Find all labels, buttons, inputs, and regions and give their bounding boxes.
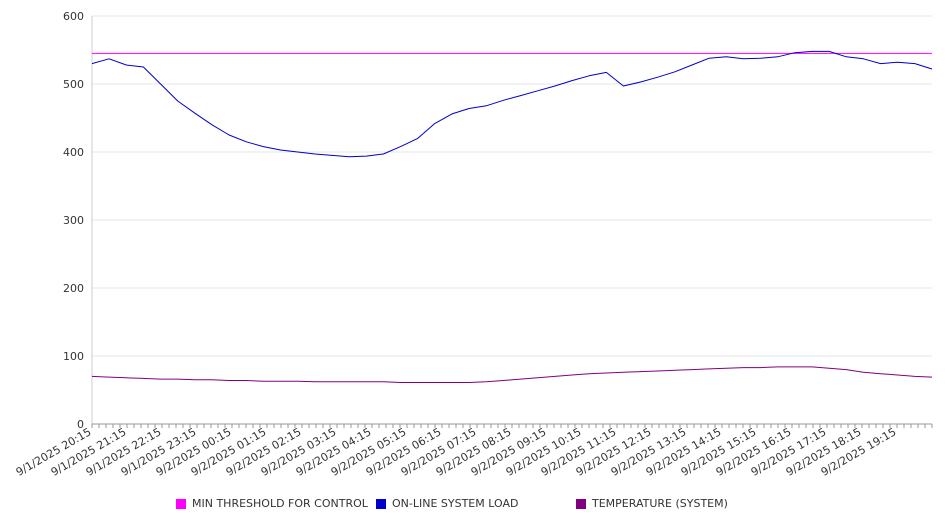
y-tick-label: 100 [63, 350, 84, 363]
x-axis-tick-labels: 9/1/2025 20:159/1/2025 21:159/1/2025 22:… [14, 425, 899, 479]
series-line-temperature-system [91, 366, 933, 383]
y-axis-tick-labels: 0 100 200 300 400 500 600 [63, 10, 84, 431]
y-tick-label: 0 [77, 418, 84, 431]
y-tick-label: 400 [63, 146, 84, 159]
series-line-on-line-system-load [91, 50, 933, 158]
legend-swatch-min-threshold [176, 498, 186, 509]
legend-label-system-load: ON-LINE SYSTEM LOAD [392, 497, 519, 510]
grid-lines [92, 15, 932, 357]
series-lines [91, 50, 933, 383]
y-tick-label: 200 [63, 282, 84, 295]
y-tick-label: 300 [63, 214, 84, 227]
y-tick-label: 600 [63, 10, 84, 23]
legend-item-min-threshold: MIN THRESHOLD FOR CONTROL [176, 497, 368, 510]
legend-label-temperature: TEMPERATURE (SYSTEM) [592, 497, 728, 510]
axes [91, 16, 933, 428]
legend-item-temperature: TEMPERATURE (SYSTEM) [576, 497, 728, 510]
legend-swatch-temperature [576, 498, 586, 509]
legend-label-min-threshold: MIN THRESHOLD FOR CONTROL [192, 497, 368, 510]
y-tick-label: 500 [63, 78, 84, 91]
legend-item-system-load: ON-LINE SYSTEM LOAD [376, 497, 518, 510]
legend: MIN THRESHOLD FOR CONTROL ON-LINE SYSTEM… [0, 497, 946, 517]
legend-swatch-system-load [376, 498, 386, 509]
